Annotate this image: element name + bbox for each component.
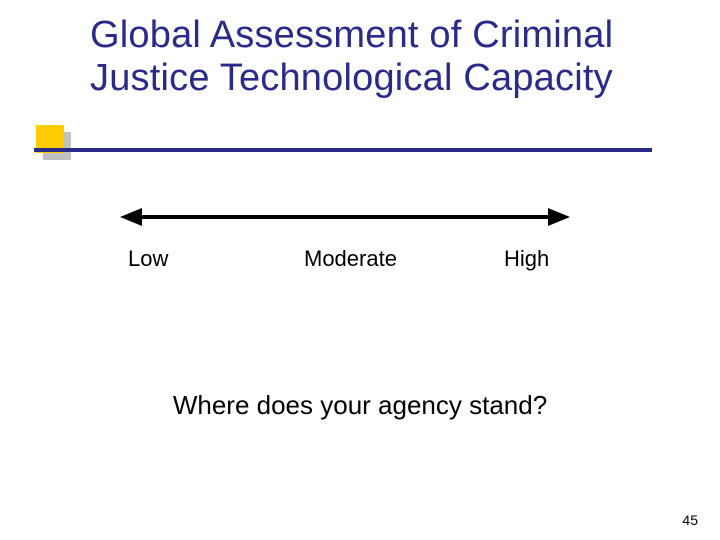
title-line-1: Global Assessment of Criminal <box>90 14 690 57</box>
scale-label-low: Low <box>128 246 168 272</box>
scale-label-high: High <box>504 246 549 272</box>
slide-title: Global Assessment of Criminal Justice Te… <box>90 14 690 99</box>
title-underline <box>34 148 652 152</box>
scale-arrow <box>120 205 570 229</box>
page-number: 45 <box>682 512 698 528</box>
double-arrow-icon <box>120 205 570 229</box>
title-line-2: Justice Technological Capacity <box>90 57 690 100</box>
question-text: Where does your agency stand? <box>0 390 720 421</box>
scale-label-moderate: Moderate <box>304 246 397 272</box>
scale-labels: Low Moderate High <box>100 246 590 276</box>
slide: Global Assessment of Criminal Justice Te… <box>0 0 720 540</box>
